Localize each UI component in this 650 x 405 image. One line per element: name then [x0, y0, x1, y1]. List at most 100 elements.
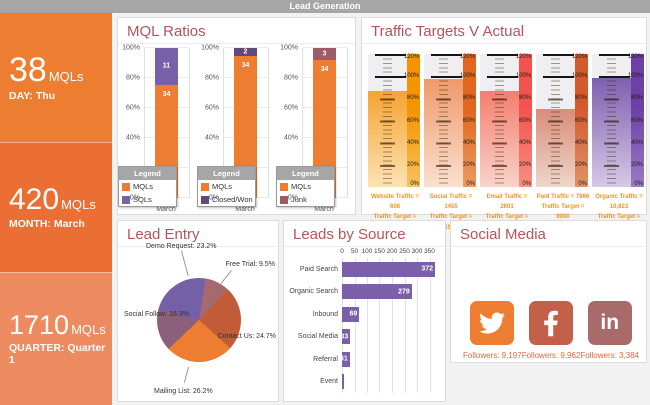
bar[interactable]: 372	[342, 261, 435, 277]
stacked-bar[interactable]: 3 34	[313, 48, 336, 198]
gauge-major-ticks	[380, 54, 395, 187]
gauge-axis-label: 0%	[410, 181, 419, 187]
bar-category-label: Organic Search	[289, 288, 338, 296]
bar-segment[interactable]: 2	[234, 48, 257, 57]
x-axis-label: March	[156, 206, 176, 213]
page-title: Lead Generation	[289, 1, 361, 11]
gauge-axis-label: 40%	[406, 139, 419, 146]
gauge-top-marker	[599, 54, 630, 56]
gauge-axis-label: 0%	[578, 181, 587, 187]
legend-label: MQLs	[133, 182, 154, 191]
bar-category-label: Inbound	[312, 310, 338, 318]
bar-category-label: Event	[320, 378, 338, 386]
bar-segment[interactable]: 34	[234, 56, 257, 198]
gauge-axis-label: 80%	[406, 95, 419, 102]
y-axis-label: 0%	[208, 194, 219, 202]
pie-slice-label: Social Follow: 16.3%	[124, 311, 189, 318]
bar-segment[interactable]: 11	[155, 48, 178, 85]
kpi-unit: MQLs	[71, 322, 106, 337]
traffic-gauge-organic: 120% 100% 80% 60% 40% 20% 0% Organic Traffic =…	[592, 54, 644, 233]
traffic-gauge-website: 120% 100% 80% 60% 40% 20% 0% Website Traffic =…	[368, 54, 420, 233]
legend-swatch	[122, 195, 130, 204]
mql-ratio-chart: 100% 80% 60% 40% 0% 3 34 March Legend MQLs Jun…	[276, 45, 355, 215]
gridline	[342, 258, 343, 393]
legend-header[interactable]: Legend	[277, 167, 334, 180]
gauge-axis-label: 40%	[518, 139, 531, 146]
kpi-tile-day[interactable]: 38 MQLs DAY: Thu	[0, 13, 112, 142]
y-axis-label: 40%	[283, 134, 298, 142]
gauge-axis-label: 80%	[574, 95, 587, 102]
x-axis-label: 100	[361, 248, 373, 255]
bar-row: Inbound 69	[313, 303, 437, 326]
legend-header[interactable]: Legend	[119, 167, 176, 180]
bar-segment[interactable]: 34	[313, 60, 336, 198]
segment-value: 3	[322, 50, 327, 58]
legend-label: SQLs	[133, 195, 152, 204]
sidebar: 38 MQLs DAY: Thu 420 MQLs MONTH: March 1…	[0, 13, 112, 405]
gridline	[392, 258, 393, 393]
gauge-target-marker	[599, 76, 630, 79]
bar-x-axis: 0 50 100 150 200 250 300 350	[340, 248, 437, 256]
y-axis: 100% 80% 60% 40% 0%	[276, 44, 301, 202]
social-account-linkedin: in Followers: 3,384	[580, 301, 639, 360]
gauge-axis-label: 20%	[518, 161, 531, 168]
kpi-tile-quarter[interactable]: 1710 MQLs QUARTER: Quarter 1	[0, 272, 112, 405]
panel-title: Social Media	[451, 221, 646, 247]
gauge-axis-label: 100%	[572, 73, 588, 80]
y-axis-label: 80%	[283, 74, 298, 82]
facebook-icon[interactable]	[529, 301, 574, 345]
gauge-axis-strip	[463, 54, 476, 187]
gauge-axis-label: 120%	[460, 54, 476, 60]
y-axis-label: 80%	[125, 74, 140, 82]
bar-category-label: Social Media	[297, 333, 338, 341]
legend[interactable]: Legend MQLs SQLs	[118, 166, 177, 207]
x-axis-label: 150	[374, 248, 385, 255]
legend[interactable]: Legend MQLs Junk	[276, 166, 335, 207]
y-axis-label: 60%	[283, 104, 298, 112]
gauge-axis-label: 100%	[516, 73, 532, 80]
gridline	[429, 258, 431, 393]
y-axis-label: 0%	[287, 194, 298, 202]
gauge-axis-label: 40%	[630, 139, 643, 146]
stacked-bar[interactable]: 2 34	[234, 48, 257, 198]
segment-value: 2	[243, 48, 248, 56]
bar-row: Paid Search 372	[300, 258, 437, 281]
linkedin-followers: Followers: 3,384	[580, 351, 640, 360]
pie-slice-label: Contact Us: 24.7%	[217, 333, 276, 340]
x-axis-label: 350	[424, 248, 435, 255]
gauge-axis-label: 0%	[522, 181, 531, 187]
social-accounts: Followers: 9,197 Followers: 9,962 in Fol…	[451, 301, 646, 360]
legend-row: SQLs	[119, 193, 176, 206]
x-axis-label: March	[314, 206, 334, 213]
y-axis-label: 100%	[280, 44, 298, 52]
gridline	[354, 258, 356, 393]
twitter-icon[interactable]	[470, 301, 515, 345]
gauge-axis-label: 100%	[628, 73, 644, 80]
panel-title: Leads by Source	[284, 221, 445, 247]
linkedin-icon[interactable]: in	[587, 301, 632, 345]
bar-segment[interactable]: 3	[313, 48, 336, 61]
gauge-axis-label: 60%	[518, 117, 531, 124]
bar-row: Referral 31	[313, 348, 437, 371]
legend[interactable]: Legend MQLs Closed/Won	[197, 166, 256, 207]
y-axis-label: 40%	[125, 134, 140, 142]
kpi-tile-month[interactable]: 420 MQLs MONTH: March	[0, 142, 112, 272]
twitter-followers: Followers: 9,197	[463, 351, 522, 360]
bar[interactable]: 69	[342, 306, 360, 322]
bar[interactable]: 31	[342, 351, 350, 367]
kpi-caption: QUARTER: Quarter 1	[9, 342, 106, 366]
mql-ratio-chart: 100% 80% 60% 40% 0% 2 34 March Legend MQLs Clo…	[197, 45, 276, 215]
legend-label: MQLs	[212, 182, 233, 191]
kpi-caption: DAY: Thu	[9, 90, 56, 102]
legend-header[interactable]: Legend	[198, 167, 255, 180]
kpi-unit: MQLs	[61, 197, 96, 212]
gauge-axis-label: 80%	[518, 95, 531, 102]
bar[interactable]: 279	[342, 284, 412, 300]
pie-chart[interactable]	[157, 278, 241, 362]
gauge-axis-label: 40%	[462, 139, 475, 146]
x-axis-label: March	[235, 206, 255, 213]
bar[interactable]: 8	[342, 374, 344, 390]
segment-value: 11	[162, 62, 171, 70]
legend-row: Closed/Won	[198, 193, 255, 206]
bar[interactable]: 33	[342, 329, 351, 345]
